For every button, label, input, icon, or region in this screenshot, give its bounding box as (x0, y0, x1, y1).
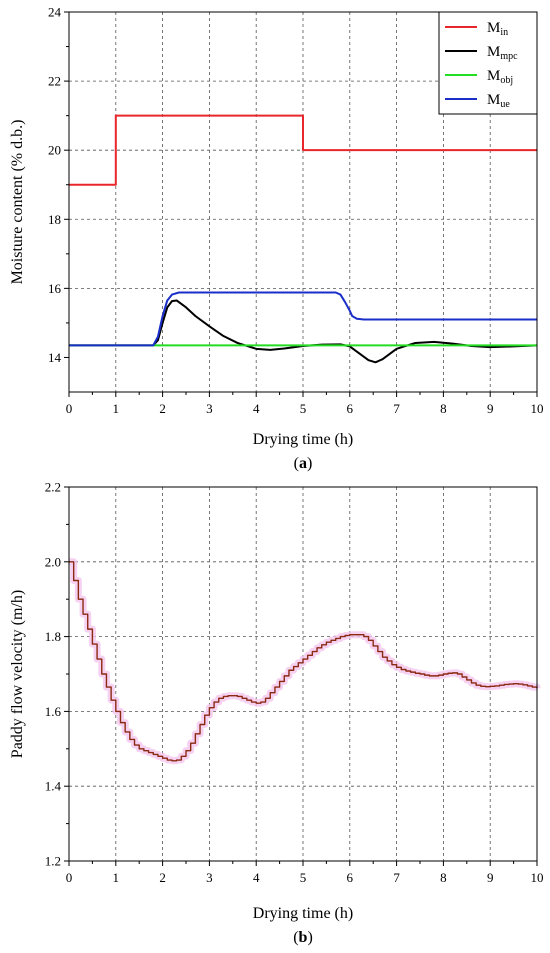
chart-panel-b: 0 1 2 3 4 5 6 7 8 9 10 1.2 1.4 1.6 1.8 2.0 2.2 Drying tim… (9, 480, 544, 947)
x-tick-label: 9 (487, 870, 494, 885)
x-tick-label: 6 (347, 401, 354, 416)
x-tick-label: 8 (440, 401, 447, 416)
y-tick-label: 16 (48, 281, 62, 296)
x-axis-label: Drying time (h) (253, 431, 353, 448)
x-tick-label: 1 (113, 401, 120, 416)
legend-label-m-obj: Mobj (487, 68, 513, 86)
y-tick-label: 14 (48, 350, 62, 365)
y-tick-label: 24 (48, 5, 62, 20)
x-tick-label: 10 (531, 401, 544, 416)
x-tick-label: 10 (531, 870, 544, 885)
x-tick-label: 2 (159, 870, 166, 885)
x-tick-label: 8 (440, 870, 447, 885)
y-tick-label: 2.2 (45, 480, 61, 495)
x-tick-label: 2 (159, 401, 166, 416)
legend-box (438, 11, 538, 115)
series-line-m-ue (69, 291, 537, 347)
y-axis-label: Moisture content (% d.b.) (9, 120, 26, 285)
panel-label: (a) (294, 455, 313, 472)
y-tick-label: 1.6 (45, 704, 62, 719)
x-tick-label: 4 (253, 401, 260, 416)
y-tick-label: 1.4 (45, 779, 62, 794)
x-tick-label: 6 (347, 870, 354, 885)
series-line-m-in (69, 114, 537, 186)
x-tick-label: 4 (253, 870, 260, 885)
y-tick-label: 22 (48, 74, 61, 89)
x-tick-label: 9 (487, 401, 494, 416)
y-tick-label: 18 (48, 212, 61, 227)
y-tick-label: 2.0 (45, 554, 61, 569)
x-tick-label: 7 (393, 401, 400, 416)
legend-label-m-in: Min (487, 20, 508, 38)
x-tick-label: 0 (66, 401, 73, 416)
y-tick-label: 1.2 (45, 854, 61, 869)
series-line (69, 561, 538, 762)
legend-label-m-ue: Mue (487, 92, 510, 110)
chart-panel-a: 0 1 2 3 4 5 6 7 8 9 10 14 16 18 20 22 24 Drying time (h) M… (9, 5, 544, 473)
y-tick-label: 1.8 (45, 629, 61, 644)
panel-label: (b) (293, 929, 313, 946)
x-tick-label: 0 (66, 870, 73, 885)
y-axis-label: Paddy flow velocity (m/h) (9, 590, 26, 758)
legend-label-m-mpc: Mmpc (487, 44, 518, 62)
x-tick-label: 3 (206, 870, 213, 885)
x-tick-label: 1 (113, 870, 120, 885)
x-tick-label: 5 (300, 401, 307, 416)
x-tick-label: 5 (300, 870, 307, 885)
x-tick-label: 3 (206, 401, 213, 416)
x-tick-label: 7 (393, 870, 400, 885)
y-tick-label: 20 (48, 143, 61, 158)
x-axis-label: Drying time (h) (253, 905, 353, 922)
